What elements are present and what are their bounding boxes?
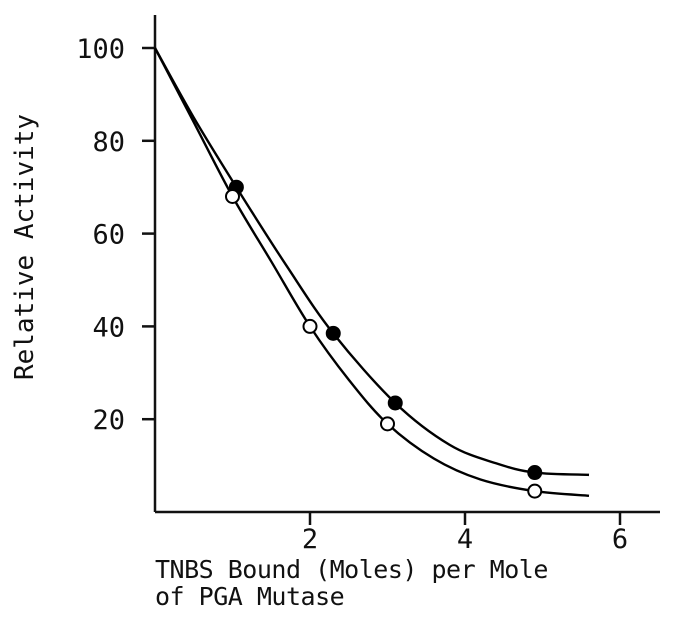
tick-labels: 2 4 6 20 40 60 80 100 [76,34,628,555]
y-tick-label: 60 [92,220,125,251]
data-point-open [380,416,395,432]
y-axis-label: Relative Activity [10,114,40,380]
markers [225,179,543,499]
y-tick-label: 20 [92,405,125,436]
ticks [142,46,622,525]
series-line-open [153,47,590,497]
y-tick-label: 100 [76,34,125,65]
x-axis-label-line-1: TNBS Bound (Moles) per Mole [155,555,548,584]
data-point-filled [325,325,341,341]
data-point-open [527,483,543,499]
x-tick-label: 6 [612,524,628,555]
data-point-filled [387,395,403,411]
data-point-filled [527,465,543,481]
curves [153,47,590,497]
axes [153,15,660,514]
series-line-filled [153,47,590,477]
data-point-open [225,188,240,204]
data-point-open [302,318,318,334]
y-tick-label: 40 [92,312,125,343]
x-tick-label: 4 [457,524,473,555]
x-axis-label-line-2: of PGA Mutase [155,582,345,611]
y-tick-label: 80 [92,127,125,158]
x-tick-label: 2 [302,524,318,555]
